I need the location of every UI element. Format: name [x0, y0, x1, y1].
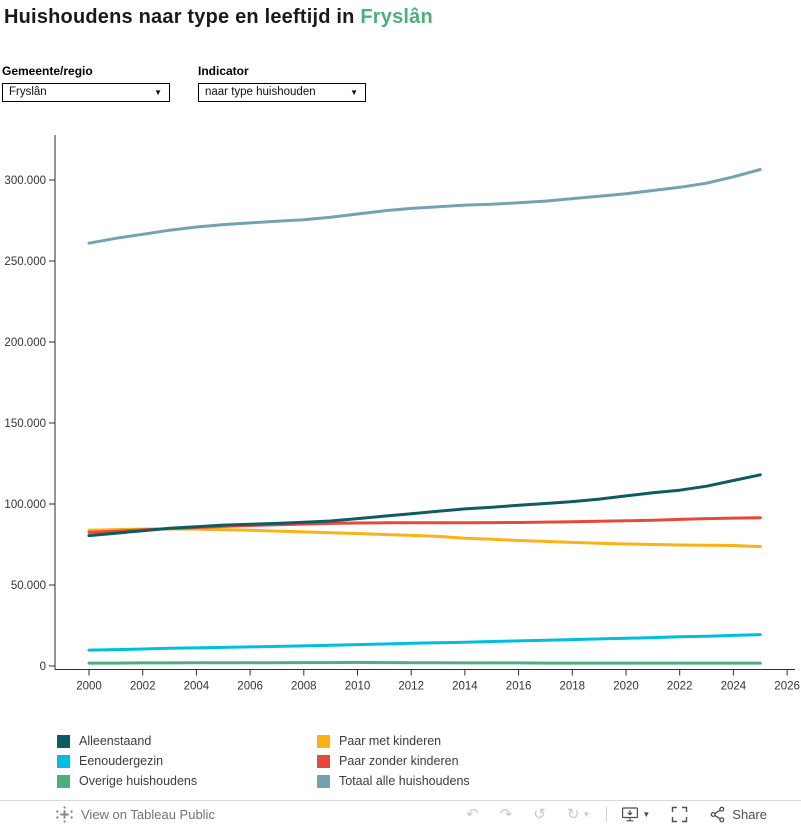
x-tick-label: 2012 [398, 681, 424, 693]
x-tick-label: 2026 [774, 681, 800, 693]
x-tick-label: 2004 [184, 681, 210, 693]
x-tick-label: 2010 [345, 681, 371, 693]
legend-label: Totaal alle huishoudens [339, 774, 470, 788]
filter-indicator-label: Indicator [198, 64, 249, 78]
legend-swatch [317, 754, 330, 768]
page-title: Huishoudens naar type en leeftijd in Fry… [4, 6, 433, 29]
redo-button[interactable]: ↷ [500, 801, 513, 828]
tableau-toolbar: View on Tableau Public ↶ ↷ ↺ ↻ ▼ ▼ [0, 800, 801, 828]
chevron-down-icon: ▼ [642, 810, 651, 819]
axes [54, 135, 795, 670]
series-line-overige-huishoudens[interactable] [87, 660, 762, 665]
legend-label: Alleenstaand [79, 734, 152, 748]
x-tick-label: 2016 [506, 681, 532, 693]
tableau-logo-icon [56, 806, 73, 823]
revert-button[interactable]: ↺ [533, 801, 546, 828]
fullscreen-icon [672, 806, 688, 823]
series-line-eenoudergezin[interactable] [87, 633, 762, 652]
legend-label: Eenoudergezin [79, 754, 164, 768]
fullscreen-button[interactable] [671, 801, 688, 828]
indicator-dropdown[interactable]: naar type huishouden ▼ [198, 83, 366, 102]
legend-item-paar-met-kinderen[interactable]: Paar met kinderen [317, 731, 470, 751]
undo-button[interactable]: ↶ [466, 801, 479, 828]
series-line-alleenstaand[interactable] [87, 473, 762, 538]
filter-gemeente-label: Gemeente/regio [2, 64, 93, 78]
page-title-text: Huishoudens naar type en leeftijd in [4, 6, 361, 28]
x-tick-label: 2020 [613, 681, 639, 693]
share-icon [710, 806, 725, 823]
y-tick-label: 150.000 [4, 418, 46, 430]
y-tick-label: 50.000 [11, 580, 46, 592]
page-title-region: Fryslân [360, 6, 433, 28]
line-chart: 0 50.000 100.000 150.000 200.000 250.000 300.0… [4, 135, 800, 693]
share-label: Share [732, 807, 767, 822]
chevron-down-icon: ▼ [582, 810, 591, 819]
x-tick-label: 2002 [130, 681, 156, 693]
refresh-button[interactable]: ↻ ▼ [567, 801, 591, 828]
series-line-paar-met-kinderen[interactable] [87, 527, 762, 549]
chevron-down-icon: ▼ [350, 88, 358, 97]
y-tick-label: 250.000 [4, 256, 46, 268]
legend-swatch [57, 734, 70, 748]
revert-icon: ↺ [533, 806, 546, 823]
x-tick-label: 2006 [237, 681, 263, 693]
x-tick-label: 2000 [76, 681, 102, 693]
view-on-tableau-public-label: View on Tableau Public [81, 807, 215, 822]
gemeente-dropdown[interactable]: Fryslân ▼ [2, 83, 170, 102]
x-tick-label: 2014 [452, 681, 478, 693]
legend-label: Paar zonder kinderen [339, 754, 459, 768]
undo-icon: ↶ [466, 806, 479, 823]
legend-swatch [57, 774, 70, 788]
x-tick-label: 2008 [291, 681, 317, 693]
indicator-dropdown-value: naar type huishouden [205, 86, 316, 98]
gemeente-dropdown-value: Fryslân [9, 86, 47, 98]
x-tick-label: 2018 [560, 681, 586, 693]
x-tick-label: 2022 [667, 681, 693, 693]
legend-item-alleenstaand[interactable]: Alleenstaand [57, 731, 197, 751]
y-tick-label: 300.000 [4, 175, 46, 187]
share-button[interactable]: Share [709, 801, 767, 828]
x-tick-label: 2024 [721, 681, 747, 693]
legend-swatch [317, 734, 330, 748]
download-button[interactable]: ▼ [621, 801, 650, 828]
filter-indicator: Indicator naar type huishouden ▼ [198, 64, 366, 102]
legend-item-totaal-alle-huishoudens[interactable]: Totaal alle huishoudens [317, 771, 470, 791]
redo-icon: ↷ [499, 806, 513, 823]
legend-label: Paar met kinderen [339, 734, 442, 748]
y-tick-label: 0 [40, 661, 46, 673]
y-tick-label: 100.000 [4, 499, 46, 511]
download-icon [622, 807, 639, 822]
toolbar-separator [606, 807, 608, 822]
refresh-icon: ↻ [566, 806, 580, 823]
series-line-totaal-alle-huishoudens[interactable] [87, 168, 762, 245]
chevron-down-icon: ▼ [154, 88, 162, 97]
y-tick-label: 200.000 [4, 337, 46, 349]
view-on-tableau-public-link[interactable]: View on Tableau Public [56, 806, 215, 823]
legend-item-overige-huishoudens[interactable]: Overige huishoudens [57, 771, 197, 791]
filter-gemeente: Gemeente/regio Fryslân ▼ [2, 64, 170, 102]
legend-label: Overige huishoudens [79, 774, 198, 788]
legend-swatch [57, 754, 70, 768]
legend-item-paar-zonder-kinderen[interactable]: Paar zonder kinderen [317, 751, 470, 771]
legend-item-eenoudergezin[interactable]: Eenoudergezin [57, 751, 197, 771]
legend-swatch [317, 774, 330, 788]
